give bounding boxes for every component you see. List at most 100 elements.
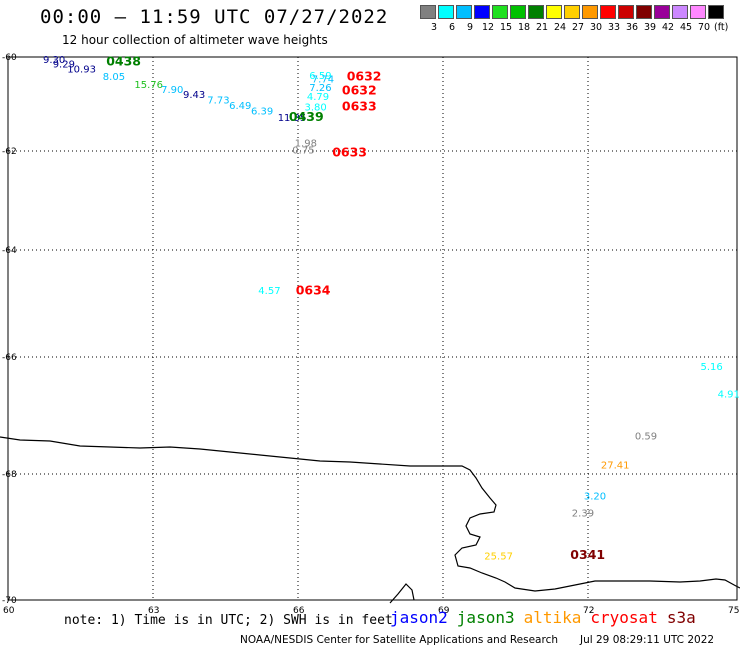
- map-subtitle: 12 hour collection of altimeter wave hei…: [62, 33, 328, 47]
- lat-tick-label: -68: [2, 470, 17, 480]
- wave-height-value: 11.35: [278, 113, 307, 124]
- colorbar-label: 6: [449, 22, 456, 33]
- colorbar-swatch: [582, 5, 598, 19]
- satellite-legend: jason2 jason3 altika cryosat s3a: [390, 608, 705, 627]
- wave-height-value: 9.29: [53, 60, 75, 71]
- wave-height-value: 4.79: [307, 92, 329, 103]
- colorbar-label: 12: [482, 22, 495, 33]
- lon-tick-label: 63: [148, 606, 159, 616]
- colorbar-swatch: [456, 5, 472, 19]
- wave-height-value: 7.26: [309, 83, 331, 94]
- wave-height-value: 27.41: [601, 461, 630, 472]
- colorbar-swatch: [654, 5, 670, 19]
- legend-item-jason2: jason2: [390, 608, 448, 627]
- colorbar-label: 45: [680, 22, 693, 33]
- lon-tick-label: 72: [583, 606, 594, 616]
- colorbar-label: 18: [518, 22, 531, 33]
- antarctic-coastline: [0, 436, 740, 604]
- wave-height-value: 3.80: [305, 102, 327, 113]
- wave-height-value: 15.76: [134, 80, 163, 91]
- colorbar-swatch: [600, 5, 616, 19]
- lon-tick-label: 69: [438, 606, 450, 616]
- lon-tick-label: 60: [3, 606, 15, 616]
- wave-height-value: 6.39: [251, 107, 273, 118]
- generated-timestamp: Jul 29 08:29:11 UTC 2022: [580, 634, 715, 646]
- colorbar-label: 36: [626, 22, 639, 33]
- colorbar-label: 30: [590, 22, 603, 33]
- pass-time-label: 0634: [296, 283, 331, 298]
- colorbar-label: 42: [662, 22, 675, 33]
- legend-item-s3a: s3a: [666, 608, 696, 627]
- wave-height-value: 7.90: [161, 85, 183, 96]
- coastline-segment: [389, 583, 415, 604]
- colorbar-label: 15: [500, 22, 513, 33]
- colorbar-label: 70: [698, 22, 711, 33]
- wave-height-value: 6.49: [229, 101, 251, 112]
- colorbar-swatch: [528, 5, 544, 19]
- wave-height-value: 7.73: [207, 95, 229, 106]
- pass-time-label: 0632: [342, 82, 377, 97]
- wave-height-value: 4.91: [718, 389, 740, 400]
- map-frame: [7, 56, 738, 601]
- wave-height-colorbar: 3 6 9 12 15 18 21 24 27 30 33 36 39 42 45 70 (ft): [420, 5, 728, 37]
- colorbar-swatch: [672, 5, 688, 19]
- lat-tick-label: -60: [2, 53, 17, 63]
- colorbar-label: 3: [431, 22, 438, 33]
- colorbar-swatch: [708, 5, 724, 19]
- colorbar-swatch: [474, 5, 490, 19]
- lat-tick-label: -62: [2, 147, 17, 157]
- pass-time-label: 0632: [347, 68, 382, 83]
- colorbar-label: 33: [608, 22, 621, 33]
- wave-height-value: 2.39: [572, 508, 594, 519]
- colorbar-swatch: [564, 5, 580, 19]
- colorbar-swatch: [618, 5, 634, 19]
- colorbar-label: 9: [467, 22, 474, 33]
- wave-height-value: 0.75: [292, 146, 314, 157]
- colorbar-swatch: [420, 5, 436, 19]
- wave-height-value: 25.57: [484, 551, 513, 562]
- colorbar-swatch: [510, 5, 526, 19]
- lat-tick-label: -64: [2, 246, 17, 256]
- credit-text: NOAA/NESDIS Center for Satellite Applica…: [240, 634, 558, 646]
- colorbar-swatch: [546, 5, 562, 19]
- map-title: 00:00 – 11:59 UTC 07/27/2022: [40, 6, 389, 28]
- colorbar-swatch: [636, 5, 652, 19]
- map-grid: [8, 57, 737, 600]
- pass-time-label: 0439: [289, 109, 324, 124]
- lon-tick-label: 66: [293, 606, 305, 616]
- pass-time-label: 0438: [106, 53, 141, 68]
- wave-height-value: 1.98: [295, 139, 317, 150]
- colorbar-unit: (ft): [714, 22, 729, 33]
- colorbar-label: 21: [536, 22, 549, 33]
- wave-height-value: 4.57: [258, 286, 280, 297]
- pass-time-label: 0633: [332, 145, 367, 160]
- wave-height-value: 5.16: [701, 362, 723, 373]
- coastline-segment: [0, 436, 740, 592]
- lon-tick-label: 75: [728, 606, 739, 616]
- wave-height-value: 10.93: [67, 64, 96, 75]
- colorbar-label: 27: [572, 22, 585, 33]
- pass-time-label: 0633: [342, 98, 377, 113]
- pass-time-label: 0341: [570, 547, 605, 562]
- lat-tick-label: -66: [2, 353, 17, 363]
- colorbar-swatch: [438, 5, 454, 19]
- legend-item-jason3: jason3: [456, 608, 515, 627]
- legend-item-cryosat: cryosat: [590, 608, 658, 627]
- wave-height-value: 0.59: [635, 431, 657, 442]
- colorbar-label: 24: [554, 22, 567, 33]
- colorbar-swatch: [492, 5, 508, 19]
- legend-item-altika: altika: [523, 608, 582, 627]
- units-note: note: 1) Time is in UTC; 2) SWH is in fe…: [64, 613, 393, 628]
- wave-height-value: 3.20: [584, 491, 606, 502]
- colorbar-swatch: [690, 5, 706, 19]
- wave-height-value: 7.74: [312, 75, 334, 86]
- wave-height-value: 8.05: [103, 72, 125, 83]
- lat-tick-label: -70: [2, 596, 17, 606]
- wave-height-value: 9.43: [183, 90, 205, 101]
- wave-height-value: 6.59: [309, 71, 331, 82]
- wave-height-value: 9.30: [43, 55, 65, 66]
